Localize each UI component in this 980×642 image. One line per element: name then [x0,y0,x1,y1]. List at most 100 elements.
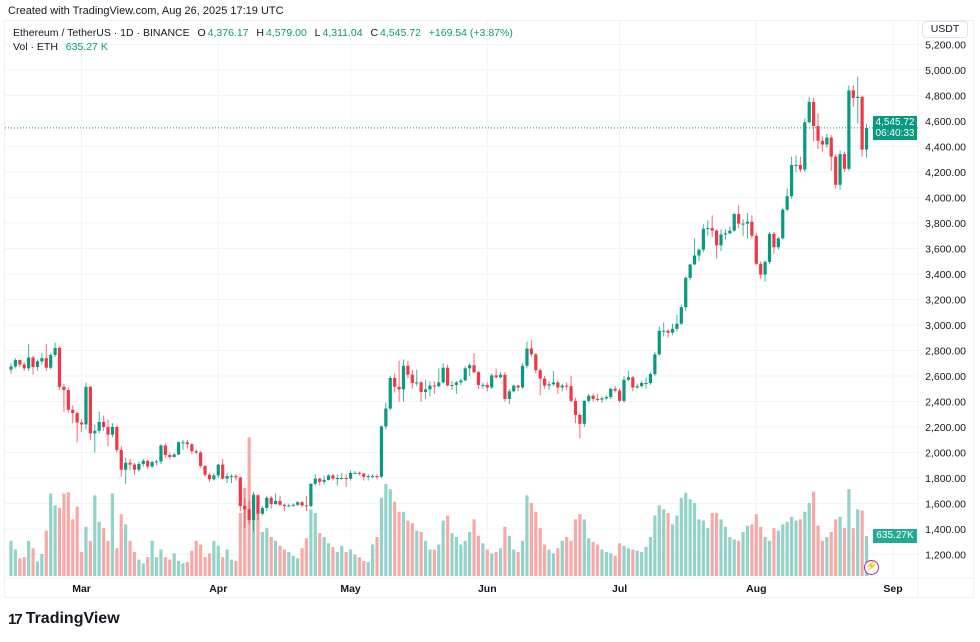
candle-body [27,357,31,369]
time-tick-label: Sep [883,583,902,595]
candle-body [410,374,414,384]
price-tick-label: 3,200.00 [925,295,966,307]
volume-bar [864,536,869,576]
volume-bar [221,557,225,576]
volume-bar [35,561,40,576]
price-tick-label: 4,600.00 [925,116,966,128]
candle-body [243,506,247,510]
candle-body [750,221,754,236]
volume-bar [401,511,406,576]
candle-body [353,472,357,474]
open-value: 4,376.17 [207,27,249,39]
volume-bar [556,548,560,576]
time-tick-label: Jun [478,583,497,595]
candle-body [379,426,384,477]
low-value: 4,311.04 [322,27,363,39]
candle-body [251,495,256,521]
volume-bar [754,514,758,576]
price-tick-label: 1,200.00 [925,550,966,562]
candle-body [423,389,428,392]
candle-body [834,156,838,185]
volume-bar [622,545,626,576]
volume-bar [423,540,428,576]
candle-body [785,196,789,210]
volume-bar [715,513,719,576]
candle-body [194,451,198,453]
volume-bar [856,509,860,576]
candle-body [754,235,758,264]
last-price-label: 4,545.72 06:40:33 [873,116,917,140]
candle-body [763,261,767,275]
volume-bar [432,549,436,576]
volume-bar [789,516,794,576]
candle-body [203,465,207,475]
volume-bar [507,535,511,576]
price-tick-label: 2,400.00 [925,397,966,409]
candle-body [362,473,366,477]
volume-bar [93,495,97,576]
close-value: 4,545.72 [380,27,421,39]
candle-body [44,358,48,368]
candle-body [798,164,802,170]
currency-button[interactable]: USDT [922,21,968,38]
price-tick-label: 1,800.00 [925,473,966,485]
volume-bar [525,495,529,576]
volume-bar [190,550,194,576]
candle-body [207,474,212,480]
candle-body [626,377,630,380]
volume-bar [353,554,357,576]
price-tick-label: 4,400.00 [925,142,966,154]
volume-bar [520,540,525,576]
price-tick-label: 2,200.00 [925,422,966,434]
volume-bar [816,525,820,576]
candle-body [812,101,816,127]
volume-bar [141,563,145,576]
candle-body [662,330,666,332]
volume-title[interactable]: Vol · ETH [13,41,58,53]
volume-bar [366,562,370,576]
candle-body [137,463,141,470]
candle-body [587,395,591,401]
candle-body [494,375,498,378]
volume-bar [9,540,13,576]
candle-body [234,476,238,478]
candle-body [569,386,573,401]
candle-body [371,476,375,478]
volume-bar [785,521,789,576]
volume-bar [706,528,710,576]
time-tick-label: Apr [209,583,227,595]
candle-body [397,386,401,390]
candle-body [697,249,701,256]
volume-bar [657,505,661,576]
volume-bar [344,552,348,576]
volume-bar [551,553,556,576]
candle-body [287,505,291,507]
candle-body [428,385,432,390]
volume-bar [194,540,198,576]
time-tick-label: May [340,583,361,595]
candle-body [97,421,101,431]
volume-bar [838,516,842,576]
price-tick-label: 2,600.00 [925,371,966,383]
price-tick-label: 1,600.00 [925,499,966,511]
time-tick-label: Mar [72,583,91,595]
candle-body [838,154,842,185]
volume-bar [428,549,432,576]
volume-bar [340,545,344,576]
candle-body [525,348,529,366]
lightning-icon[interactable]: ⚡ [864,560,879,575]
time-axis: Mar Apr May Jun Jul Aug Sep [72,583,902,595]
volume-bar [516,552,520,576]
volume-bar [371,544,375,576]
symbol-title[interactable]: Ethereum / TetherUS · 1D · BINANCE [13,27,190,39]
volume-bar [812,491,816,576]
candle-body [648,374,653,384]
volume-bar [635,550,639,576]
symbol-legend: Ethereum / TetherUS · 1D · BINANCE O 4,37… [13,26,515,54]
volume-bar [644,547,648,576]
volume-bar [582,519,586,576]
candle-body [406,365,410,375]
volume-bar [203,557,207,576]
volume-bar [53,505,57,576]
